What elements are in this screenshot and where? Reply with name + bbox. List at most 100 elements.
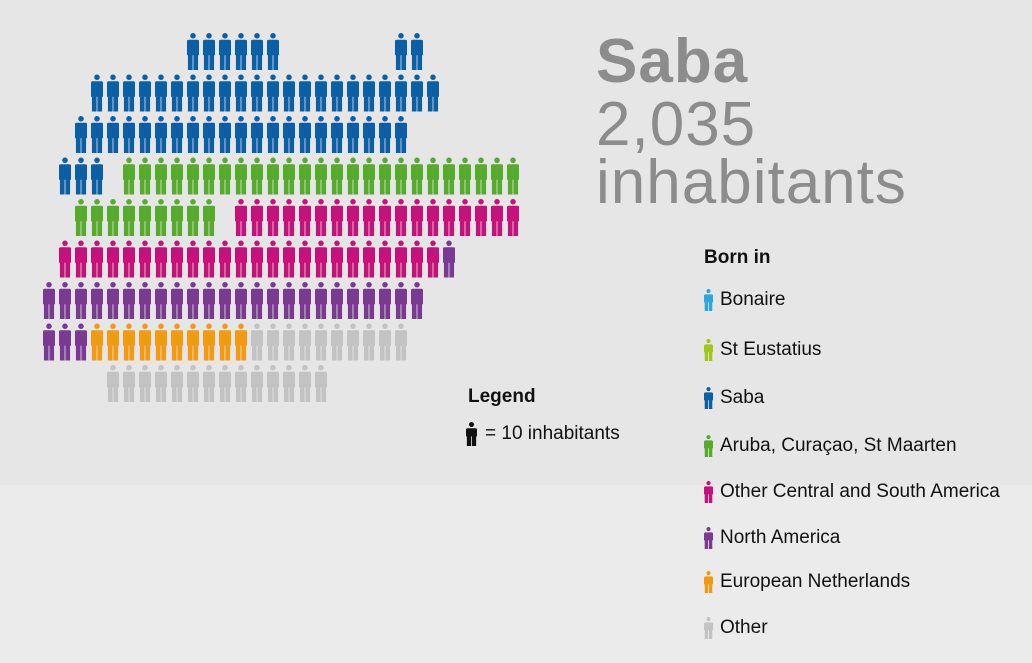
pictograph-icon-aruba-curac-ao-st-maarten (283, 157, 295, 195)
pictograph-icon-other-central-and-south-america (491, 199, 503, 236)
pictograph-icon-other (347, 323, 359, 361)
pictograph-icon-saba (139, 116, 151, 153)
pictograph-icon-north-america (395, 282, 407, 319)
person-icon-shape (704, 289, 713, 311)
pictograph-icon-north-america (91, 282, 103, 319)
pictograph-icon-other-central-and-south-america (235, 240, 247, 278)
pictograph-icon-aruba-curac-ao-st-maarten (187, 199, 199, 236)
pictograph-icon-other-central-and-south-america (379, 199, 391, 236)
pictograph-icon-other-central-and-south-america (395, 240, 407, 278)
pictograph-icon-other-central-and-south-america (251, 199, 263, 236)
pictograph-icon-saba (91, 157, 103, 195)
pictograph-icon-saba (347, 116, 359, 153)
pictograph-icon-other-central-and-south-america (459, 199, 471, 236)
pictograph-icon-saba (171, 74, 183, 112)
pictograph-icon-other (315, 323, 327, 361)
pictograph-icon-aruba-curac-ao-st-maarten (379, 157, 391, 195)
born-in-title: Born in (704, 247, 771, 268)
pictograph-icon-aruba-curac-ao-st-maarten (187, 157, 199, 195)
born-in-item-bonaire: Bonaire (704, 287, 786, 313)
background-band (0, 485, 1032, 663)
pictograph-icon-aruba-curac-ao-st-maarten (363, 157, 375, 195)
pictograph-icon-saba (299, 116, 311, 153)
pictograph-icon-saba (251, 33, 263, 70)
pictograph-icon-other-central-and-south-america (299, 199, 311, 236)
pictograph-icon-other (203, 365, 215, 402)
pictograph-icon-saba (283, 116, 295, 153)
pictograph-icon-other (219, 365, 231, 402)
pictograph-icon-saba (251, 116, 263, 153)
pictograph-icon-other-central-and-south-america (315, 240, 327, 278)
pictograph-icon-north-america (363, 282, 375, 319)
pictograph-icon-saba (251, 74, 263, 112)
pictograph-icon-saba (219, 33, 231, 70)
pictograph-icon-other (187, 365, 199, 402)
pictograph-icon-european-netherlands (203, 323, 215, 361)
pictograph-icon-saba (91, 116, 103, 153)
pictograph-icon-aruba-curac-ao-st-maarten (347, 157, 359, 195)
pictograph-icon-saba (203, 33, 215, 70)
pictograph-icon-other-central-and-south-america (91, 240, 103, 278)
person-icon-shape (704, 527, 713, 549)
legend-key: = 10 inhabitants (466, 422, 620, 446)
pictograph-icon-other-central-and-south-america (395, 199, 407, 236)
pictograph-icon-aruba-curac-ao-st-maarten (395, 157, 407, 195)
pictograph-icon-saba (395, 74, 407, 112)
pictograph-icon-north-america (235, 282, 247, 319)
pictograph-icon-european-netherlands (107, 323, 119, 361)
pictograph-icon-other (331, 323, 343, 361)
pictograph-icon-saba (267, 33, 279, 70)
pictograph-icon-other-central-and-south-america (411, 240, 423, 278)
pictograph-icon-aruba-curac-ao-st-maarten (299, 157, 311, 195)
pictograph-icon-north-america (251, 282, 263, 319)
pictograph-icon-aruba-curac-ao-st-maarten (443, 157, 455, 195)
pictograph-icon-other (315, 365, 327, 402)
person-icon-shape (704, 387, 713, 409)
pictograph-icon-saba (267, 116, 279, 153)
person-icon (704, 387, 713, 409)
pictograph-icon-other (235, 365, 247, 402)
pictograph-icon-other-central-and-south-america (59, 240, 71, 278)
pictograph-icon-north-america (139, 282, 151, 319)
pictograph-icon-other-central-and-south-america (139, 240, 151, 278)
pictograph-icon-other-central-and-south-america (363, 240, 375, 278)
pictograph-icon-saba (187, 33, 199, 70)
born-in-label: North America (720, 527, 841, 548)
pictograph-icon-north-america (203, 282, 215, 319)
pictograph-icon-saba (235, 116, 247, 153)
pictograph-icon-saba (411, 74, 423, 112)
pictograph-icon-north-america (155, 282, 167, 319)
pictograph-icon-saba (379, 74, 391, 112)
pictograph-icon-saba (267, 74, 279, 112)
pictograph-icon-saba (379, 116, 391, 153)
pictograph-icon-north-america (411, 282, 423, 319)
pictograph-icon-aruba-curac-ao-st-maarten (235, 157, 247, 195)
pictograph-icon-aruba-curac-ao-st-maarten (123, 157, 135, 195)
pictograph-icon-other-central-and-south-america (475, 199, 487, 236)
pictograph-icon-aruba-curac-ao-st-maarten (139, 157, 151, 195)
pictograph-icon-saba (75, 157, 87, 195)
pictograph-icon-saba (187, 74, 199, 112)
pictograph-icon-aruba-curac-ao-st-maarten (171, 199, 183, 236)
pictograph-icon-saba (299, 74, 311, 112)
born-in-item-saba: Saba (704, 385, 764, 411)
pictograph-icon-north-america (43, 323, 55, 361)
pictograph-icon-saba (155, 116, 167, 153)
pictograph-icon-saba (75, 116, 87, 153)
pictograph-icon-other-central-and-south-america (283, 240, 295, 278)
pictograph-icon-european-netherlands (123, 323, 135, 361)
person-icon-shape (704, 571, 713, 593)
pictograph-icon-north-america (315, 282, 327, 319)
pictograph-icon-other (283, 365, 295, 402)
pictograph-icon-european-netherlands (155, 323, 167, 361)
pictograph-icon-saba (91, 74, 103, 112)
pictograph-icon-north-america (299, 282, 311, 319)
pictograph-icon-north-america (347, 282, 359, 319)
pictograph-icon-saba (171, 116, 183, 153)
pictograph-icon-saba (315, 74, 327, 112)
legend-title: Legend (468, 386, 536, 407)
title-block: Saba 2,035 inhabitants (596, 28, 907, 214)
born-in-label: Other (720, 617, 768, 638)
pictograph-icon-other (267, 365, 279, 402)
pictograph-icon-saba (347, 74, 359, 112)
